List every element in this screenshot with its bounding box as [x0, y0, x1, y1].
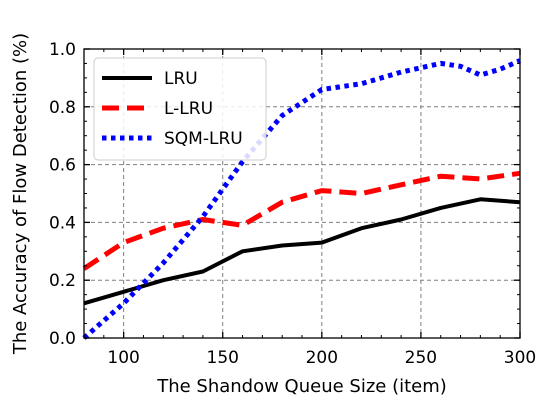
y-tick-label: 0.2: [49, 271, 76, 291]
series-line-sqm-lru: [82, 58, 521, 340]
series-line-l-lru: [82, 170, 521, 271]
legend-label: SQM-LRU: [164, 129, 243, 149]
legend-label: LRU: [164, 69, 198, 89]
y-tick-label: 0.8: [49, 98, 76, 118]
legend-label: L-LRU: [164, 99, 213, 119]
x-tick-label: 100: [107, 348, 139, 368]
x-tick-label: 150: [207, 348, 239, 368]
legend-box: [93, 57, 267, 161]
series-lines: [82, 58, 521, 340]
y-tick-label: 0.4: [49, 213, 76, 233]
y-tick-label: 0.0: [49, 329, 76, 349]
x-tick-label: 250: [405, 348, 437, 368]
series-line-lru: [83, 197, 521, 306]
x-axis-title: The Shandow Queue Size (item): [156, 376, 447, 397]
x-tick-label: 300: [504, 348, 536, 368]
y-tick-label: 1.0: [49, 40, 76, 60]
legend: LRU L-LRU SQM-LRU: [93, 57, 267, 161]
axis-ticks: 100 150 200 250 300 0.0 0.2 0.4 0.6 0.8 1.0: [49, 40, 536, 368]
y-axis-title: The Accuracy of Flow Detection (%): [10, 33, 31, 355]
x-tick-label: 200: [306, 348, 338, 368]
y-tick-label: 0.6: [49, 156, 76, 176]
